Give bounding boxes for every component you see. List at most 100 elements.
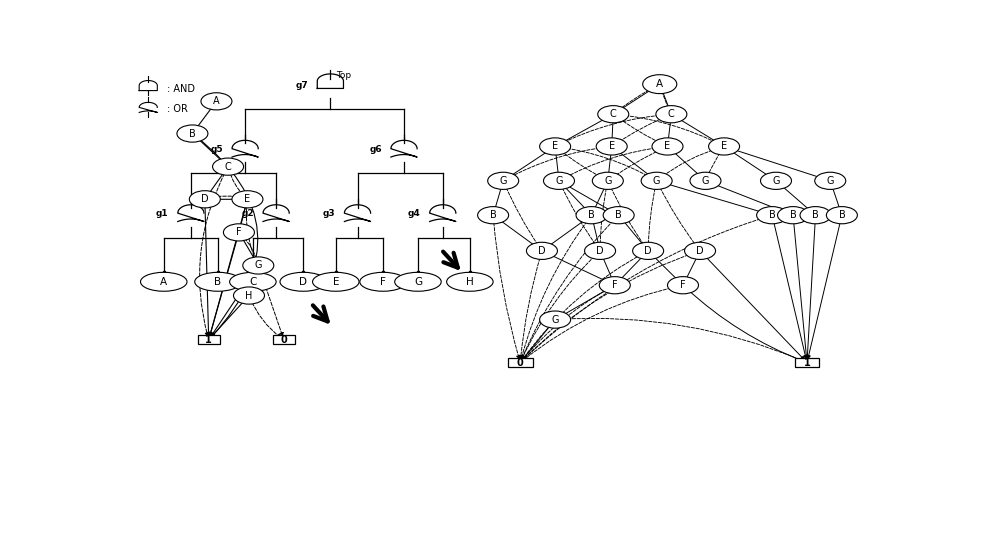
Text: D: D: [299, 277, 307, 287]
Text: G: G: [604, 176, 612, 186]
Text: G: G: [702, 176, 709, 186]
Text: G: G: [653, 176, 660, 186]
Polygon shape: [139, 102, 157, 113]
Bar: [198, 335, 220, 344]
Circle shape: [526, 242, 557, 259]
Ellipse shape: [140, 272, 187, 291]
Text: D: D: [201, 194, 209, 204]
Text: E: E: [552, 141, 558, 151]
Text: F: F: [612, 280, 618, 290]
Text: 0: 0: [517, 358, 524, 368]
Text: E: E: [721, 141, 727, 151]
Text: G: G: [414, 277, 422, 287]
Text: 1: 1: [205, 335, 212, 345]
Circle shape: [598, 105, 629, 123]
Ellipse shape: [313, 272, 359, 291]
Circle shape: [826, 206, 857, 224]
Circle shape: [540, 138, 571, 155]
Polygon shape: [139, 80, 157, 90]
Text: g4: g4: [408, 209, 421, 219]
Text: : OR: : OR: [167, 104, 188, 114]
Circle shape: [234, 287, 264, 304]
Circle shape: [709, 138, 740, 155]
Text: A: A: [160, 277, 167, 287]
Circle shape: [599, 277, 630, 294]
Text: A: A: [213, 97, 220, 107]
Text: A: A: [656, 79, 663, 89]
Circle shape: [585, 242, 616, 259]
Circle shape: [592, 172, 623, 189]
Text: H: H: [466, 277, 474, 287]
Text: g5: g5: [210, 145, 223, 154]
Circle shape: [690, 172, 721, 189]
Text: g2: g2: [241, 209, 254, 219]
Text: C: C: [225, 162, 231, 172]
Polygon shape: [430, 205, 456, 222]
Circle shape: [656, 105, 687, 123]
Text: B: B: [588, 210, 595, 220]
Polygon shape: [232, 140, 258, 157]
Text: C: C: [249, 277, 257, 287]
Text: B: B: [615, 210, 622, 220]
Circle shape: [223, 224, 254, 241]
Text: g3: g3: [323, 209, 335, 219]
Circle shape: [800, 206, 831, 224]
Text: D: D: [644, 246, 652, 256]
Polygon shape: [178, 205, 204, 222]
Text: E: E: [244, 194, 251, 204]
Circle shape: [815, 172, 846, 189]
Text: B: B: [490, 210, 496, 220]
Circle shape: [757, 206, 788, 224]
Text: : AND: : AND: [167, 84, 195, 94]
Text: C: C: [668, 109, 675, 119]
Ellipse shape: [395, 272, 441, 291]
Text: B: B: [214, 277, 222, 287]
Text: C: C: [610, 109, 617, 119]
Circle shape: [596, 138, 627, 155]
Bar: [273, 335, 295, 344]
Circle shape: [201, 93, 232, 110]
Text: D: D: [696, 246, 704, 256]
Text: F: F: [236, 227, 242, 237]
Circle shape: [232, 191, 263, 208]
Circle shape: [540, 311, 571, 328]
Ellipse shape: [195, 272, 241, 291]
Ellipse shape: [360, 272, 406, 291]
Circle shape: [668, 277, 698, 294]
Polygon shape: [391, 140, 417, 157]
Bar: [795, 358, 819, 367]
Text: g1: g1: [156, 209, 169, 219]
Text: B: B: [790, 210, 796, 220]
Text: B: B: [812, 210, 819, 220]
Text: 1: 1: [804, 358, 810, 368]
Text: H: H: [245, 291, 253, 301]
Text: B: B: [189, 128, 196, 138]
Circle shape: [488, 172, 519, 189]
Text: E: E: [609, 141, 615, 151]
Circle shape: [576, 206, 607, 224]
Circle shape: [761, 172, 792, 189]
Text: E: E: [664, 141, 671, 151]
Circle shape: [177, 125, 208, 142]
Ellipse shape: [230, 272, 276, 291]
Text: F: F: [680, 280, 686, 290]
Text: D: D: [596, 246, 604, 256]
Circle shape: [652, 138, 683, 155]
Text: F: F: [380, 277, 386, 287]
Text: G: G: [555, 176, 563, 186]
Text: 0: 0: [280, 335, 287, 345]
Text: G: G: [826, 176, 834, 186]
Circle shape: [641, 172, 672, 189]
Text: G: G: [499, 176, 507, 186]
Circle shape: [603, 206, 634, 224]
Text: B: B: [838, 210, 845, 220]
Polygon shape: [317, 74, 343, 88]
Circle shape: [243, 257, 274, 274]
Text: E: E: [333, 277, 339, 287]
Circle shape: [213, 158, 244, 175]
Text: D: D: [538, 246, 546, 256]
Text: G: G: [551, 315, 559, 325]
Circle shape: [685, 242, 716, 259]
Ellipse shape: [280, 272, 326, 291]
Text: G: G: [772, 176, 780, 186]
